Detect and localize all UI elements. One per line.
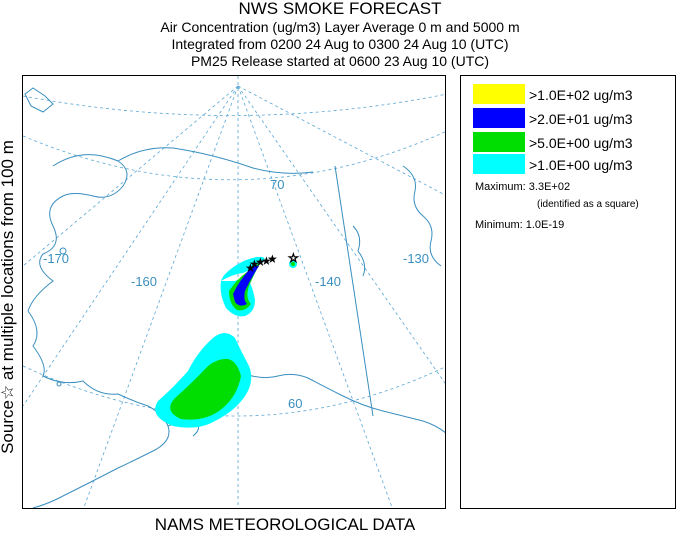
lon-label-140: -140 (315, 274, 341, 289)
star-icon: ★ (255, 255, 266, 269)
maximum-note: (identified as a square) (537, 199, 639, 210)
integration-period: Integrated from 0200 24 Aug to 0300 24 A… (171, 36, 509, 52)
lat-label-60: 60 (288, 396, 302, 411)
source-location-label: Source☆ at multiple locations from 100 m (0, 140, 17, 454)
plume-north-core (233, 265, 259, 306)
legend-panel: >1.0E+02 ug/m3 >2.0E+01 ug/m3 >5.0E+00 u… (460, 75, 676, 509)
canada-border (334, 165, 374, 417)
west-coast-south (27, 310, 169, 427)
canadian-islands (402, 165, 442, 267)
meridian-170 (23, 85, 239, 407)
maximum-value: Maximum: 3.3E+02 (475, 181, 571, 193)
plume-south-inner (170, 358, 241, 420)
legend-swatch-cyan (473, 154, 525, 174)
lat-label-70: 70 (270, 177, 284, 192)
alaska-peninsula (32, 425, 170, 508)
parallel-75 (23, 93, 445, 116)
map-panel: ★ ★ ★ ★ ★ ☆ -170 -160 -140 -130 70 60 (22, 75, 446, 509)
star-icon: ☆ (288, 251, 299, 265)
legend-label-2: >2.0E+01 ug/m3 (529, 111, 633, 127)
nunivak-island (56, 381, 62, 387)
plume-isolated-inner (291, 262, 295, 266)
meridian-160 (83, 85, 239, 508)
concentration-subtitle: Air Concentration (ug/m3) Layer Average … (160, 19, 520, 35)
legend-swatch-yellow (473, 84, 525, 104)
forecast-title: NWS SMOKE FORECAST (238, 0, 442, 18)
star-icon: ★ (267, 252, 278, 266)
arctic-coast (117, 147, 314, 174)
meridian-180 (23, 85, 239, 267)
legend-label-1: >1.0E+02 ug/m3 (529, 87, 633, 103)
legend-swatch-green (473, 132, 525, 152)
meridian-130 (237, 85, 445, 384)
star-icon: ★ (261, 254, 272, 268)
st-lawrence-island (59, 247, 67, 255)
parallel-70 (23, 131, 445, 181)
data-source-footer: NAMS METEOROLOGICAL DATA (154, 515, 416, 534)
legend-label-3: >5.0E+00 ug/m3 (529, 135, 633, 151)
grid-labels: -170 -160 -140 -130 70 60 (43, 177, 429, 411)
lon-label-170: -170 (43, 251, 69, 266)
minimum-value: Minimum: 1.0E-19 (475, 219, 565, 231)
siberia-coast (24, 87, 54, 113)
star-icon: ★ (249, 257, 260, 271)
lon-label-130: -130 (403, 251, 429, 266)
legend-label-4: >1.0E+00 ug/m3 (529, 157, 633, 173)
coastlines (24, 87, 445, 508)
west-coast-north (27, 154, 128, 312)
legend-swatch-blue (473, 108, 525, 128)
star-icon: ★ (245, 261, 256, 275)
source-markers: ★ ★ ★ ★ ★ ☆ (245, 251, 299, 275)
release-info: PM25 Release started at 0600 23 Aug 10 (… (190, 53, 490, 69)
alaska-map: ★ ★ ★ ★ ★ ☆ -170 -160 -140 -130 70 60 (23, 76, 445, 508)
mackenzie-coast (352, 225, 366, 277)
meridian-140 (237, 85, 393, 508)
smoke-plume (155, 256, 297, 428)
lon-label-160: -160 (131, 274, 157, 289)
